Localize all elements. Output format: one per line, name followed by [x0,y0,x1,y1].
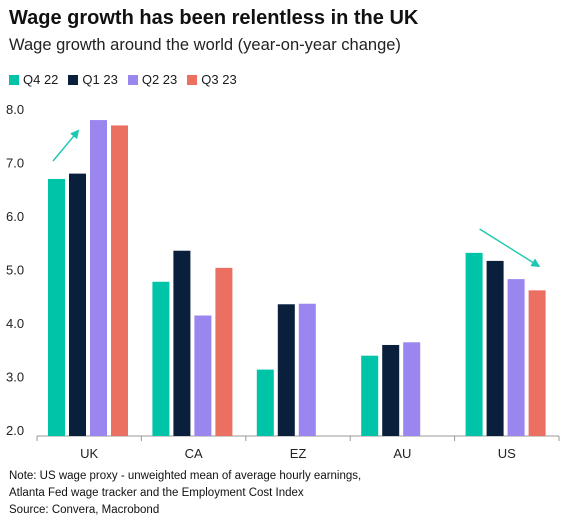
bar [69,173,86,436]
bar [382,344,400,436]
x-tick-label: CA [185,446,203,461]
x-tick-label: US [498,446,516,461]
x-tick-label: EZ [290,446,307,461]
x-tick-label: AU [393,446,411,461]
trend-arrow [52,129,80,162]
note-line: Note: US wage proxy - unweighted mean of… [9,470,362,482]
legend-swatch [127,74,138,85]
bar [90,120,107,436]
bar [528,290,546,436]
legend-item: Q1 23 [68,72,118,87]
bar [277,304,295,436]
legend-item: Q3 23 [187,72,237,87]
bar [361,355,379,436]
legend-item: Q4 22 [9,72,58,87]
bar [256,369,274,436]
bar [152,281,170,436]
y-tick-label: 3.0 [6,370,24,385]
legend-label: Q1 23 [82,72,118,87]
bar [486,260,504,436]
x-tick-label: UK [80,446,98,461]
y-tick-label: 7.0 [6,155,24,170]
bar [403,342,421,436]
y-tick-label: 6.0 [6,209,24,224]
bar [465,252,483,436]
legend-swatch [68,74,79,85]
chart-title: Wage growth has been relentless in the U… [9,7,419,29]
y-tick-label: 5.0 [6,263,24,278]
chart-notes: Note: US wage proxy - unweighted mean of… [9,468,361,519]
legend-item: Q2 23 [127,72,178,87]
chart-legend: Q4 22 Q1 23 Q2 23 Q3 23 [9,72,237,87]
y-tick-label: 2.0 [6,423,24,438]
bar [507,279,525,436]
bar [298,303,316,436]
legend-swatch [9,74,19,85]
bar [215,267,233,436]
trend-arrow [479,228,541,268]
y-tick-label: 4.0 [6,316,24,331]
bar [194,315,212,436]
bar [48,178,65,436]
bar [111,125,128,436]
chart-subtitle: Wage growth around the world (year-on-ye… [9,36,401,54]
legend-label: Q4 22 [23,72,59,87]
legend-label: Q3 23 [201,72,237,87]
bar [173,250,191,436]
y-tick-label: 8.0 [6,102,24,117]
legend-swatch [187,74,198,85]
note-line: Atlanta Fed wage tracker and the Employm… [9,487,304,499]
legend-label: Q2 23 [141,72,178,87]
source-line: Source: Convera, Macrobond [9,504,160,516]
